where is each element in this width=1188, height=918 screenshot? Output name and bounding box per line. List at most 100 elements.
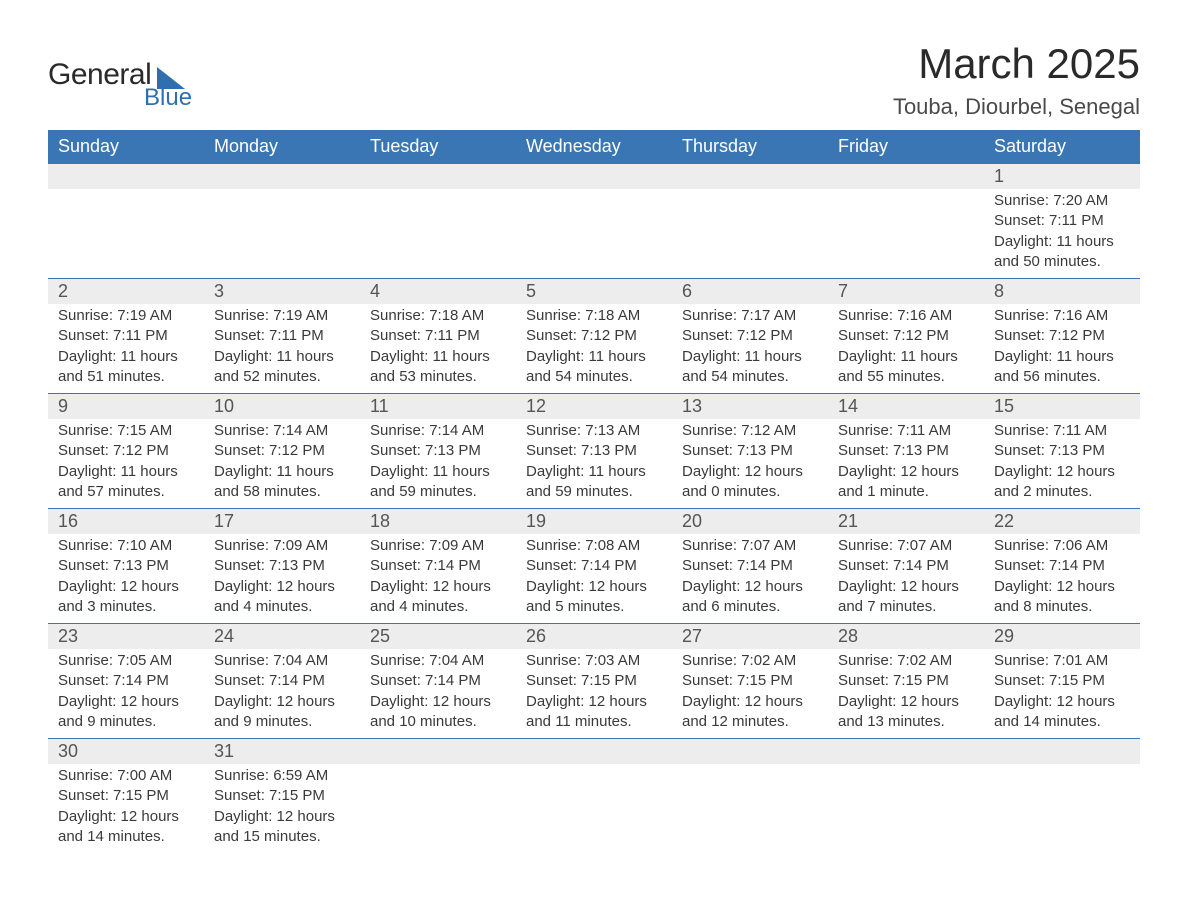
daylight-label: and 10 minutes. <box>370 712 506 732</box>
daylight-label: Daylight: 12 hours <box>994 577 1130 597</box>
day-number: 25 <box>360 624 516 649</box>
day-cell-body: Sunrise: 7:09 AMSunset: 7:14 PMDaylight:… <box>360 534 516 624</box>
day-cell-header: 20 <box>672 509 828 535</box>
day-cell-header <box>828 739 984 765</box>
day-cell-body: Sunrise: 7:10 AMSunset: 7:13 PMDaylight:… <box>48 534 204 624</box>
day-cell-body: Sunrise: 7:06 AMSunset: 7:14 PMDaylight:… <box>984 534 1140 624</box>
day-cell-header: 24 <box>204 624 360 650</box>
daynum-row: 2345678 <box>48 279 1140 305</box>
day-number <box>672 164 828 188</box>
day-cell-body <box>516 189 672 279</box>
weekday-header: Sunday <box>48 130 204 164</box>
day-number: 14 <box>828 394 984 419</box>
details-row: Sunrise: 7:00 AMSunset: 7:15 PMDaylight:… <box>48 764 1140 853</box>
day-details: Sunrise: 7:14 AMSunset: 7:13 PMDaylight:… <box>360 419 516 508</box>
day-details <box>672 189 828 209</box>
day-details <box>516 764 672 784</box>
daylight-label: Daylight: 12 hours <box>370 577 506 597</box>
day-cell-body: Sunrise: 7:09 AMSunset: 7:13 PMDaylight:… <box>204 534 360 624</box>
day-cell-header: 28 <box>828 624 984 650</box>
daylight-label: and 5 minutes. <box>526 597 662 617</box>
day-cell-body: Sunrise: 7:17 AMSunset: 7:12 PMDaylight:… <box>672 304 828 394</box>
weekday-header: Tuesday <box>360 130 516 164</box>
daylight-label: and 0 minutes. <box>682 482 818 502</box>
day-cell-header: 26 <box>516 624 672 650</box>
day-cell-body: Sunrise: 7:14 AMSunset: 7:13 PMDaylight:… <box>360 419 516 509</box>
day-cell-body: Sunrise: 7:00 AMSunset: 7:15 PMDaylight:… <box>48 764 204 853</box>
day-details: Sunrise: 7:07 AMSunset: 7:14 PMDaylight:… <box>672 534 828 623</box>
sunset-label: Sunset: 7:14 PM <box>214 671 350 691</box>
logo-text-bottom: Blue <box>144 84 192 112</box>
day-number: 3 <box>204 279 360 304</box>
day-cell-body: Sunrise: 7:04 AMSunset: 7:14 PMDaylight:… <box>204 649 360 739</box>
details-row: Sunrise: 7:05 AMSunset: 7:14 PMDaylight:… <box>48 649 1140 739</box>
daylight-label: Daylight: 11 hours <box>214 462 350 482</box>
day-cell-body: Sunrise: 7:07 AMSunset: 7:14 PMDaylight:… <box>828 534 984 624</box>
day-cell-body: Sunrise: 7:01 AMSunset: 7:15 PMDaylight:… <box>984 649 1140 739</box>
daylight-label: and 4 minutes. <box>370 597 506 617</box>
day-cell-body: Sunrise: 7:03 AMSunset: 7:15 PMDaylight:… <box>516 649 672 739</box>
day-details: Sunrise: 7:10 AMSunset: 7:13 PMDaylight:… <box>48 534 204 623</box>
sunset-label: Sunset: 7:13 PM <box>526 441 662 461</box>
daylight-label: Daylight: 12 hours <box>214 577 350 597</box>
sunset-label: Sunset: 7:14 PM <box>370 671 506 691</box>
sunset-label: Sunset: 7:13 PM <box>370 441 506 461</box>
day-cell-header: 12 <box>516 394 672 420</box>
day-details <box>360 189 516 209</box>
day-cell-header <box>360 739 516 765</box>
day-details: Sunrise: 7:19 AMSunset: 7:11 PMDaylight:… <box>48 304 204 393</box>
day-details <box>516 189 672 209</box>
day-details: Sunrise: 7:03 AMSunset: 7:15 PMDaylight:… <box>516 649 672 738</box>
day-cell-body <box>672 764 828 853</box>
day-number: 17 <box>204 509 360 534</box>
daylight-label: and 9 minutes. <box>214 712 350 732</box>
sunset-label: Sunset: 7:13 PM <box>994 441 1130 461</box>
details-row: Sunrise: 7:20 AMSunset: 7:11 PMDaylight:… <box>48 189 1140 279</box>
daylight-label: Daylight: 12 hours <box>58 577 194 597</box>
daylight-label: Daylight: 12 hours <box>994 462 1130 482</box>
day-cell-body <box>672 189 828 279</box>
day-details <box>672 764 828 784</box>
day-details <box>984 764 1140 784</box>
day-cell-header: 3 <box>204 279 360 305</box>
day-details <box>828 764 984 784</box>
sunrise-label: Sunrise: 7:08 AM <box>526 536 662 556</box>
daylight-label: Daylight: 11 hours <box>370 462 506 482</box>
day-cell-header: 23 <box>48 624 204 650</box>
logo: General Blue <box>48 58 192 112</box>
day-number <box>516 739 672 763</box>
day-cell-header <box>516 739 672 765</box>
day-number: 29 <box>984 624 1140 649</box>
day-cell-header: 8 <box>984 279 1140 305</box>
day-cell-body: Sunrise: 7:08 AMSunset: 7:14 PMDaylight:… <box>516 534 672 624</box>
sunrise-label: Sunrise: 7:15 AM <box>58 421 194 441</box>
sunrise-label: Sunrise: 7:11 AM <box>994 421 1130 441</box>
details-row: Sunrise: 7:10 AMSunset: 7:13 PMDaylight:… <box>48 534 1140 624</box>
sunrise-label: Sunrise: 7:04 AM <box>370 651 506 671</box>
sunset-label: Sunset: 7:14 PM <box>838 556 974 576</box>
sunset-label: Sunset: 7:15 PM <box>994 671 1130 691</box>
daylight-label: and 51 minutes. <box>58 367 194 387</box>
day-cell-body: Sunrise: 7:15 AMSunset: 7:12 PMDaylight:… <box>48 419 204 509</box>
sunrise-label: Sunrise: 7:13 AM <box>526 421 662 441</box>
sunset-label: Sunset: 7:15 PM <box>682 671 818 691</box>
day-cell-header <box>360 164 516 190</box>
daylight-label: Daylight: 12 hours <box>526 577 662 597</box>
day-number: 8 <box>984 279 1140 304</box>
sunrise-label: Sunrise: 7:05 AM <box>58 651 194 671</box>
sunrise-label: Sunrise: 7:06 AM <box>994 536 1130 556</box>
sunrise-label: Sunrise: 7:16 AM <box>994 306 1130 326</box>
daylight-label: and 9 minutes. <box>58 712 194 732</box>
daylight-label: Daylight: 11 hours <box>994 232 1130 252</box>
daylight-label: and 7 minutes. <box>838 597 974 617</box>
sunrise-label: Sunrise: 7:09 AM <box>214 536 350 556</box>
day-details: Sunrise: 7:00 AMSunset: 7:15 PMDaylight:… <box>48 764 204 853</box>
day-cell-body <box>516 764 672 853</box>
day-details: Sunrise: 7:19 AMSunset: 7:11 PMDaylight:… <box>204 304 360 393</box>
day-cell-body: Sunrise: 7:13 AMSunset: 7:13 PMDaylight:… <box>516 419 672 509</box>
daylight-label: and 6 minutes. <box>682 597 818 617</box>
day-number: 1 <box>984 164 1140 189</box>
day-number <box>48 164 204 188</box>
daylight-label: and 52 minutes. <box>214 367 350 387</box>
day-cell-header <box>672 164 828 190</box>
